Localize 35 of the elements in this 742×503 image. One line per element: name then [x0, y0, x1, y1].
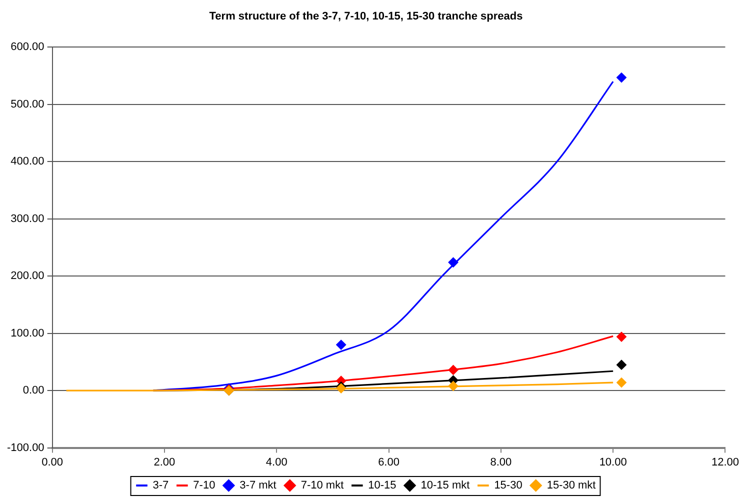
legend-label: 10-15	[368, 480, 396, 492]
y-tick-label: 300.00	[10, 212, 44, 225]
point	[336, 340, 346, 350]
x-tick-label: 10.00	[599, 456, 627, 468]
y-tick-label: 200.00	[10, 270, 44, 282]
line-series	[152, 335, 614, 392]
legend-label: 3-7 mkt	[240, 480, 276, 492]
x-tick-label: 8.00	[490, 456, 512, 468]
chart-title: Term structure of the 3-7, 7-10, 10-15, 15-30 tranche spreads	[209, 10, 523, 23]
y-tick-label: -100.00	[6, 442, 44, 454]
legend-label: 15-30 mkt	[546, 480, 596, 492]
point	[448, 364, 458, 375]
legend-label: 15-30	[494, 480, 522, 492]
point	[616, 378, 626, 388]
y-tick-label: 500.00	[10, 98, 44, 110]
point	[616, 72, 626, 83]
y-tick-label: 0.00	[22, 384, 44, 397]
point	[448, 380, 458, 391]
y-tick-label: 600.00	[10, 41, 44, 54]
x-tick-label: 0.00	[42, 456, 64, 468]
x-tick-label: 4.00	[266, 456, 288, 468]
legend-label: 7-10 mkt	[300, 480, 344, 492]
legend-label: 7-10	[193, 480, 216, 492]
line-series	[66, 382, 614, 392]
line-series	[152, 80, 614, 392]
point	[448, 257, 458, 268]
y-tick-label: 400.00	[10, 156, 44, 168]
point	[616, 332, 626, 342]
x-tick-label: 6.00	[378, 456, 400, 468]
x-tick-label: 2.00	[154, 456, 176, 468]
legend-label: 3-7	[152, 480, 169, 492]
y-tick-label: 100.00	[10, 327, 44, 340]
legend-label: 10-15 mkt	[420, 480, 470, 492]
x-tick-label: 12.00	[711, 456, 739, 468]
point	[616, 360, 626, 370]
